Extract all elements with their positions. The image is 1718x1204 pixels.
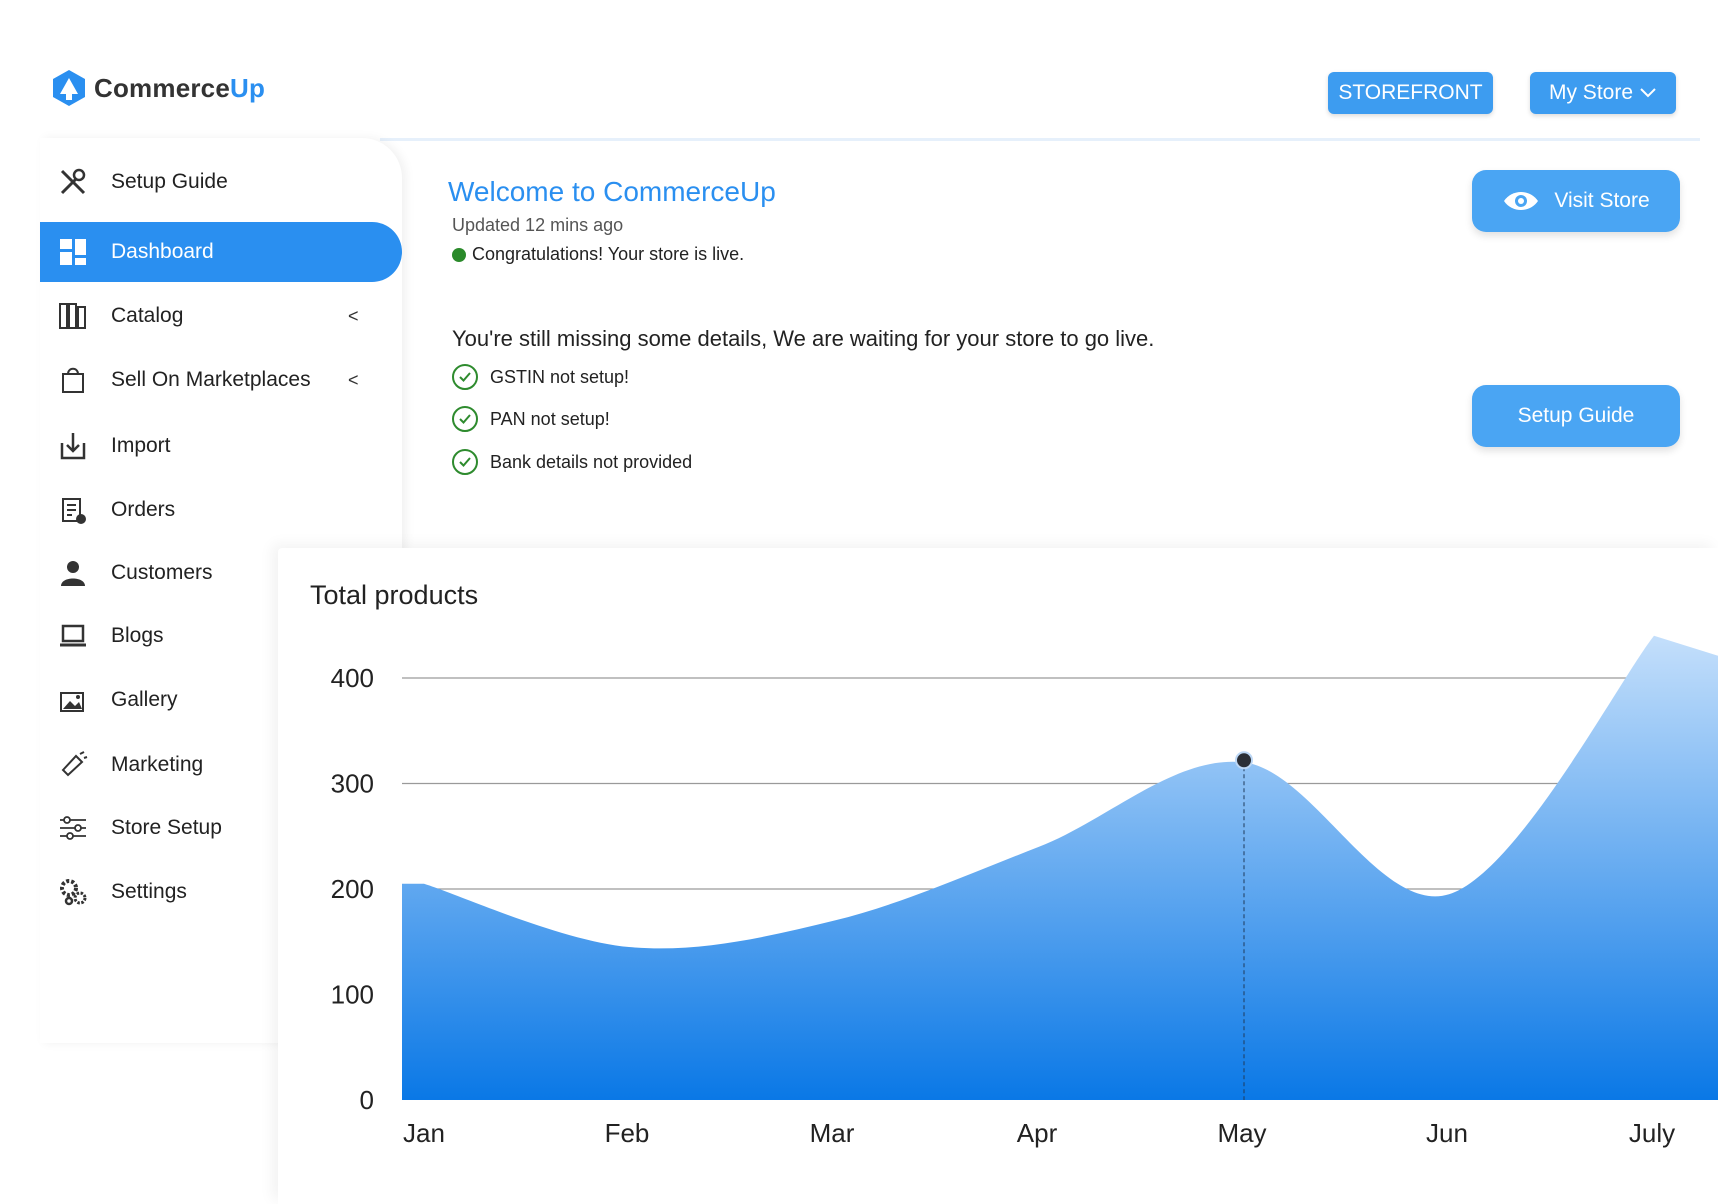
- sidebar-item-label: Dashboard: [111, 240, 214, 263]
- sidebar-item-dashboard[interactable]: Dashboard: [40, 222, 402, 282]
- eye-icon: [1504, 192, 1539, 210]
- sidebar-item-label: Blogs: [111, 624, 164, 647]
- checklist-text: GSTIN not setup!: [490, 366, 630, 387]
- store-selector-dropdown[interactable]: My Store: [1530, 72, 1676, 114]
- sidebar-item-label: Import: [111, 434, 171, 457]
- setup-guide-label: Setup Guide: [1517, 404, 1635, 427]
- gears-icon: [58, 877, 88, 907]
- sidebar-item-orders[interactable]: Orders: [40, 480, 402, 540]
- checklist-item: GSTIN not setup!: [452, 364, 629, 390]
- storefront-label: STOREFRONT: [1338, 81, 1483, 104]
- header-divider: [380, 138, 1700, 141]
- storefront-button[interactable]: STOREFRONT: [1328, 72, 1493, 114]
- x-tick-label: Feb: [605, 1118, 650, 1148]
- setup-guide-button[interactable]: Setup Guide: [1472, 385, 1680, 447]
- sidebar-item-import[interactable]: Import: [40, 416, 402, 476]
- sidebar-item-label: Catalog: [111, 304, 184, 327]
- chart-title: Total products: [310, 580, 478, 610]
- chevron-left-icon[interactable]: <: [348, 369, 359, 390]
- x-tick-label: May: [1217, 1118, 1266, 1148]
- shopping-bag-icon: [58, 365, 88, 395]
- chart-svg: Total products 0 100 200 300 400 Jan Feb Mar Apr…: [310, 580, 1718, 1148]
- sidebar-item-label: Marketing: [111, 753, 204, 776]
- import-icon: [58, 431, 88, 461]
- megaphone-icon: [58, 750, 88, 780]
- sliders-icon: [58, 813, 88, 843]
- gallery-icon: [58, 685, 88, 715]
- x-tick-label: July: [1629, 1118, 1675, 1148]
- store-selector-label: My Store: [1548, 81, 1634, 104]
- sidebar-item-customers[interactable]: Customers: [40, 543, 402, 603]
- updated-timestamp: Updated 12 mins ago: [452, 215, 624, 235]
- checklist-text: PAN not setup!: [490, 408, 610, 429]
- laptop-icon: [58, 621, 88, 651]
- sidebar-item-setup-guide[interactable]: Setup Guide: [40, 152, 402, 212]
- check-circle-icon: [452, 449, 478, 475]
- visit-store-button[interactable]: Visit Store: [1472, 170, 1680, 232]
- sidebar-item-label: Gallery: [111, 688, 178, 711]
- visit-store-label: Visit Store: [1554, 189, 1650, 212]
- sidebar-item-label: Setup Guide: [111, 170, 228, 193]
- sidebar-item-label: Customers: [111, 561, 213, 584]
- check-circle-icon: [452, 406, 478, 432]
- sidebar-item-store-setup[interactable]: Store Setup: [40, 798, 402, 858]
- status-dot-icon: [452, 247, 466, 262]
- area-series: [402, 635, 1718, 1100]
- logo-icon: [53, 70, 85, 106]
- y-tick-label: 300: [331, 769, 374, 799]
- store-status-text: Congratulations! Your store is live.: [472, 244, 745, 264]
- brand-name: CommerceUp: [94, 72, 266, 103]
- sidebar-item-marketing[interactable]: Marketing: [40, 735, 402, 795]
- page-title: Welcome to CommerceUp: [448, 176, 776, 207]
- total-products-chart: Total products 0 100 200 300 400 Jan Feb Mar Apr…: [278, 548, 1718, 1204]
- catalog-icon: [58, 301, 88, 331]
- chevron-left-icon[interactable]: <: [348, 305, 359, 326]
- x-tick-label: Mar: [810, 1118, 855, 1148]
- y-tick-label: 400: [331, 663, 374, 693]
- sidebar-item-settings[interactable]: Settings: [40, 862, 402, 922]
- brand-logo[interactable]: CommerceUp: [50, 68, 265, 108]
- tools-icon: [58, 167, 88, 197]
- store-status: Congratulations! Your store is live.: [452, 244, 744, 265]
- x-tick-label: Apr: [1017, 1118, 1058, 1148]
- sidebar-item-gallery[interactable]: Gallery: [40, 670, 402, 730]
- dashboard-icon: [58, 237, 88, 267]
- sidebar-item-sell-on-marketplaces[interactable]: Sell On Marketplaces <: [40, 350, 402, 410]
- sidebar-item-label: Store Setup: [111, 816, 222, 839]
- checklist-item: PAN not setup!: [452, 406, 610, 432]
- y-tick-label: 0: [360, 1085, 374, 1115]
- sidebar-item-catalog[interactable]: Catalog <: [40, 286, 402, 346]
- checklist-text: Bank details not provided: [490, 451, 693, 472]
- x-tick-label: Jan: [403, 1118, 445, 1148]
- missing-details-heading: You're still missing some details, We ar…: [452, 326, 1155, 351]
- checklist-item: Bank details not provided: [452, 449, 692, 475]
- sidebar-item-label: Sell On Marketplaces: [111, 368, 311, 391]
- y-tick-label: 200: [331, 874, 374, 904]
- sidebar-item-label: Settings: [111, 880, 187, 903]
- orders-icon: [58, 495, 88, 525]
- customer-icon: [58, 558, 88, 588]
- y-tick-label: 100: [331, 980, 374, 1010]
- sidebar-item-label: Orders: [111, 498, 176, 521]
- x-tick-label: Jun: [1426, 1118, 1468, 1148]
- chevron-down-icon: [1640, 88, 1656, 98]
- sidebar-item-blogs[interactable]: Blogs: [40, 606, 402, 666]
- highlight-point[interactable]: [1235, 751, 1253, 770]
- check-circle-icon: [452, 364, 478, 390]
